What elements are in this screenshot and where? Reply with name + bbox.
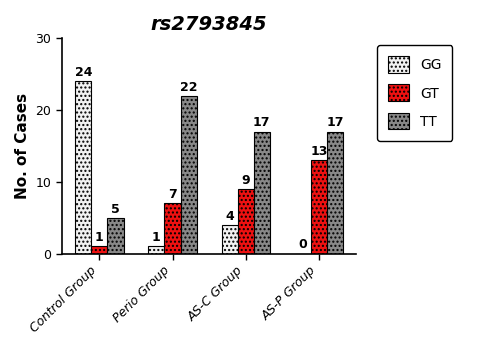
Bar xyxy=(222,225,238,253)
Text: 1: 1 xyxy=(95,231,104,244)
Legend: GG, GT, TT: GG, GT, TT xyxy=(377,45,452,141)
Text: 7: 7 xyxy=(168,188,177,201)
Bar xyxy=(164,203,180,253)
Text: 4: 4 xyxy=(225,210,234,223)
Text: 13: 13 xyxy=(310,145,328,158)
Title: rs2793845: rs2793845 xyxy=(151,15,268,34)
Y-axis label: No. of Cases: No. of Cases xyxy=(15,93,30,199)
Bar xyxy=(148,246,164,253)
Bar xyxy=(92,246,108,253)
Text: 22: 22 xyxy=(180,80,198,93)
Text: 5: 5 xyxy=(111,203,120,216)
Text: 9: 9 xyxy=(242,174,250,187)
Bar xyxy=(254,132,270,253)
Bar xyxy=(327,132,343,253)
Bar xyxy=(75,81,92,253)
Text: 1: 1 xyxy=(152,231,161,244)
Bar xyxy=(180,96,196,253)
Bar xyxy=(311,160,327,253)
Text: 17: 17 xyxy=(253,117,270,130)
Text: 17: 17 xyxy=(326,117,344,130)
Bar xyxy=(108,218,124,253)
Text: 24: 24 xyxy=(74,66,92,79)
Bar xyxy=(238,189,254,253)
Text: 0: 0 xyxy=(298,238,307,251)
